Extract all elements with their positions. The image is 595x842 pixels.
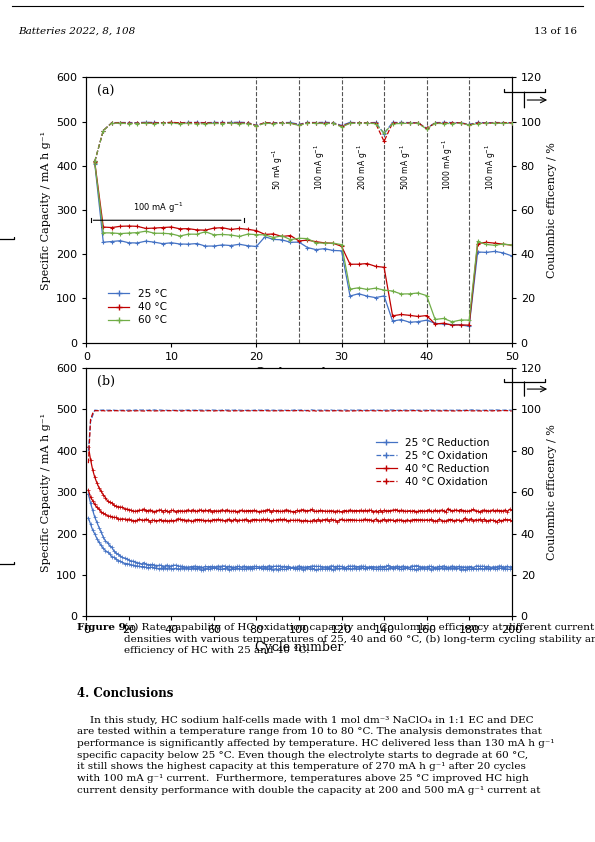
Text: 4. Conclusions: 4. Conclusions (77, 687, 174, 700)
Text: 1000 mA g$^{-1}$: 1000 mA g$^{-1}$ (441, 139, 455, 190)
Legend: 25 °C Reduction, 25 °C Oxidation, 40 °C Reduction, 40 °C Oxidation: 25 °C Reduction, 25 °C Oxidation, 40 °C … (372, 434, 494, 491)
X-axis label: Cycle number: Cycle number (255, 367, 343, 381)
Y-axis label: Coulombic efficency / %: Coulombic efficency / % (547, 424, 558, 560)
Text: (a) Rate capability of HC oxidation capacity and Coulombic efficiency at differe: (a) Rate capability of HC oxidation capa… (124, 623, 595, 655)
Text: 500 mA g$^{-1}$: 500 mA g$^{-1}$ (398, 144, 412, 190)
Legend: 25 °C, 40 °C, 60 °C: 25 °C, 40 °C, 60 °C (104, 285, 171, 329)
Text: 13 of 16: 13 of 16 (534, 27, 577, 36)
Y-axis label: Coulombic efficency / %: Coulombic efficency / % (547, 142, 558, 278)
Text: 100 mA g$^{-1}$: 100 mA g$^{-1}$ (313, 144, 327, 190)
Y-axis label: Specific Capacity / mA h g⁻¹: Specific Capacity / mA h g⁻¹ (40, 413, 51, 572)
Text: (a): (a) (97, 85, 114, 99)
X-axis label: Cycle number: Cycle number (255, 641, 343, 654)
Text: Figure 9.: Figure 9. (77, 623, 130, 632)
Text: 50 mA g$^{-1}$: 50 mA g$^{-1}$ (271, 149, 285, 190)
Text: 100 mA g$^{-1}$: 100 mA g$^{-1}$ (483, 144, 497, 190)
Text: 100 mA g$^{-1}$: 100 mA g$^{-1}$ (133, 200, 184, 215)
Y-axis label: Specific Capacity / mA h g⁻¹: Specific Capacity / mA h g⁻¹ (40, 131, 51, 290)
Text: 200 mA g$^{-1}$: 200 mA g$^{-1}$ (356, 144, 370, 190)
Text: Batteries 2022, 8, 108: Batteries 2022, 8, 108 (18, 27, 135, 36)
Text: In this study, HC sodium half-cells made with 1 mol dm⁻³ NaClO₄ in 1:1 EC and DE: In this study, HC sodium half-cells made… (77, 716, 555, 795)
Text: (b): (b) (97, 376, 115, 388)
